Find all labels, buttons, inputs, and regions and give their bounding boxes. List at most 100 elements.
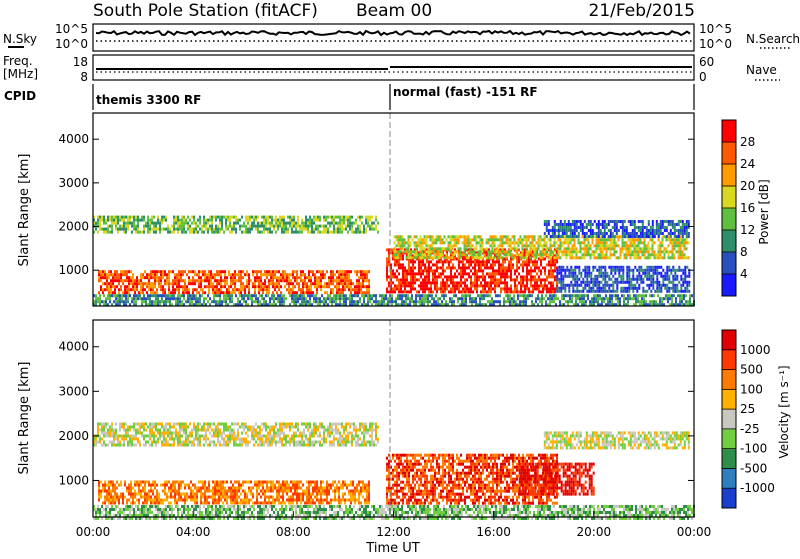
power-echo-cell bbox=[466, 284, 468, 287]
power-echo-cell bbox=[662, 281, 664, 284]
power-echo-cell bbox=[502, 263, 504, 266]
power-echo-cell bbox=[642, 250, 644, 253]
power-echo-cell bbox=[278, 270, 280, 273]
power-echo-cell bbox=[598, 247, 600, 250]
power-echo-cell bbox=[349, 216, 351, 219]
power-echo-cell bbox=[684, 223, 686, 226]
power-echo-cell bbox=[522, 263, 524, 266]
power-echo-cell bbox=[570, 232, 572, 235]
power-echo-cell bbox=[302, 279, 304, 282]
power-echo-cell bbox=[570, 275, 572, 278]
power-echo-cell bbox=[268, 285, 270, 288]
power-echo-cell bbox=[115, 216, 117, 219]
power-echo-cell bbox=[165, 219, 167, 222]
power-echo-cell bbox=[674, 241, 676, 244]
power-echo-cell bbox=[154, 279, 156, 282]
power-echo-cell bbox=[458, 238, 460, 241]
power-echo-cell bbox=[620, 250, 622, 253]
power-echo-cell bbox=[566, 250, 568, 253]
power-echo-cell bbox=[253, 216, 255, 219]
power-echo-cell bbox=[127, 219, 129, 222]
power-echo-cell bbox=[260, 270, 262, 273]
power-echo-cell bbox=[254, 279, 256, 282]
power-echo-cell bbox=[632, 220, 634, 223]
power-echo-cell bbox=[482, 287, 484, 290]
power-echo-cell bbox=[428, 278, 430, 281]
power-echo-cell bbox=[578, 269, 580, 272]
power-echo-cell bbox=[658, 256, 660, 259]
power-echo-cell bbox=[299, 231, 301, 234]
power-echo-cell bbox=[667, 294, 669, 297]
power-echo-cell bbox=[308, 279, 310, 282]
power-echo-cell bbox=[283, 294, 285, 297]
power-echo-cell bbox=[186, 288, 188, 291]
velocity-echo-cell bbox=[113, 444, 115, 447]
power-echo-cell bbox=[342, 288, 344, 291]
power-echo-cell bbox=[157, 228, 159, 231]
power-echo-cell bbox=[272, 276, 274, 279]
power-echo-cell bbox=[676, 275, 678, 278]
power-echo-cell bbox=[432, 281, 434, 284]
power-echo-cell bbox=[337, 216, 339, 219]
velocity-echo-cell bbox=[109, 441, 111, 444]
power-echo-cell bbox=[155, 294, 157, 297]
power-echo-cell bbox=[430, 235, 432, 238]
power-echo-cell bbox=[325, 300, 327, 303]
power-echo-cell bbox=[136, 282, 138, 285]
power-echo-cell bbox=[246, 285, 248, 288]
power-echo-cell bbox=[387, 300, 389, 303]
power-echo-cell bbox=[666, 235, 668, 238]
power-echo-cell bbox=[676, 269, 678, 272]
power-echo-cell bbox=[115, 300, 117, 303]
power-echo-cell bbox=[674, 253, 676, 256]
power-echo-cell bbox=[549, 294, 551, 297]
power-echo-cell bbox=[338, 279, 340, 282]
power-echo-cell bbox=[392, 275, 394, 278]
power-echo-cell bbox=[684, 253, 686, 256]
power-echo-cell bbox=[99, 225, 101, 228]
power-echo-cell bbox=[480, 247, 482, 250]
power-echo-cell bbox=[562, 226, 564, 229]
power-echo-cell bbox=[474, 247, 476, 250]
power-echo-cell bbox=[139, 219, 141, 222]
power-echo-cell bbox=[667, 297, 669, 300]
power-echo-cell bbox=[159, 219, 161, 222]
power-echo-cell bbox=[176, 276, 178, 279]
power-echo-cell bbox=[628, 290, 630, 293]
power-echo-cell bbox=[530, 266, 532, 269]
power-echo-cell bbox=[281, 300, 283, 303]
power-echo-cell bbox=[126, 270, 128, 273]
power-echo-cell bbox=[494, 281, 496, 284]
power-echo-cell bbox=[143, 231, 145, 234]
power-echo-cell bbox=[410, 290, 412, 293]
power-echo-cell bbox=[120, 285, 122, 288]
power-echo-cell bbox=[588, 235, 590, 238]
power-echo-cell bbox=[544, 220, 546, 223]
power-echo-cell bbox=[422, 281, 424, 284]
power-echo-cell bbox=[424, 241, 426, 244]
power-echo-cell bbox=[375, 297, 377, 300]
power-echo-cell bbox=[160, 276, 162, 279]
power-echo-cell bbox=[648, 229, 650, 232]
power-echo-cell bbox=[183, 294, 185, 297]
power-echo-cell bbox=[344, 276, 346, 279]
power-echo-cell bbox=[420, 275, 422, 278]
velocity-echo-cell bbox=[133, 444, 135, 447]
power-echo-cell bbox=[386, 257, 388, 260]
power-echo-cell bbox=[614, 226, 616, 229]
power-echo-cell bbox=[494, 241, 496, 244]
power-echo-cell bbox=[153, 222, 155, 225]
power-echo-cell bbox=[346, 273, 348, 276]
power-echo-cell bbox=[134, 288, 136, 291]
power-echo-cell bbox=[616, 256, 618, 259]
power-echo-cell bbox=[446, 284, 448, 287]
power-echo-cell bbox=[297, 219, 299, 222]
power-echo-cell bbox=[592, 250, 594, 253]
velocity-echo-cell bbox=[123, 435, 125, 438]
power-echo-cell bbox=[590, 278, 592, 281]
power-echo-cell bbox=[574, 272, 576, 275]
power-echo-cell bbox=[327, 294, 329, 297]
velocity-echo-cell bbox=[135, 423, 137, 426]
power-echo-cell bbox=[315, 219, 317, 222]
velocity-echo-cell bbox=[105, 444, 107, 447]
